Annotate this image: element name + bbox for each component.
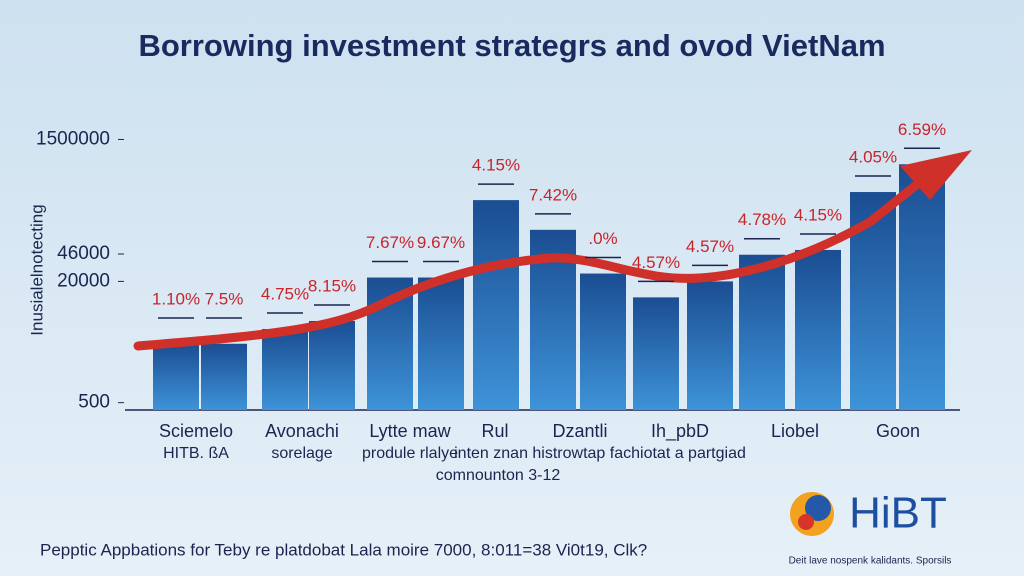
bar <box>473 200 519 410</box>
bar <box>262 329 308 410</box>
x-tick-label: Sciemelo <box>159 421 233 441</box>
x-sublabel: HITB. ßA <box>163 445 229 462</box>
bar <box>687 281 733 410</box>
annotation: 4.57% <box>686 237 734 256</box>
bar <box>795 249 841 410</box>
arrow-head <box>900 150 972 200</box>
annotation: 4.15% <box>472 156 520 175</box>
x-tick-label: Rul <box>481 421 508 441</box>
trend-arrow <box>133 177 925 351</box>
bar <box>899 164 945 410</box>
x-sublabel: inten znan histrowtap fachiotat a partgi… <box>454 445 746 462</box>
annotation: 9.67% <box>417 233 465 252</box>
y-tick-label: 46000 <box>57 243 110 264</box>
x-tick-label: Liobel <box>771 421 819 441</box>
x-tick-label: Goon <box>876 421 920 441</box>
x-tick-label: Ih_pbD <box>651 421 709 442</box>
y-tick-label: 20000 <box>57 270 110 291</box>
x-tick-label: Lytte maw <box>369 421 451 441</box>
x-sublabel: produle rlalye <box>362 445 458 462</box>
logo: HiBT <box>849 489 947 538</box>
bar <box>580 273 626 410</box>
annotation: 7.5% <box>205 289 244 308</box>
annotation: 4.57% <box>632 253 680 272</box>
bar <box>309 320 355 410</box>
annotation: .0% <box>588 229 617 248</box>
bar <box>418 277 464 410</box>
x-tick-label: Dzantli <box>552 421 607 441</box>
annotation: 4.05% <box>849 148 897 167</box>
x-sublabel: comnounton 3-12 <box>436 467 561 484</box>
x-sublabel: sorelage <box>271 445 332 462</box>
bar <box>153 343 199 410</box>
y-tick-label: 1500000 <box>36 128 110 149</box>
annotation: 4.78% <box>738 210 786 229</box>
bar <box>633 297 679 410</box>
chart-title: Borrowing investment strategrs and ovod … <box>138 28 885 63</box>
annotation: 7.42% <box>529 185 577 204</box>
annotation: 6.59% <box>898 120 946 139</box>
bar <box>201 343 247 410</box>
annotation: 8.15% <box>308 276 356 295</box>
footer: Pepptic Appbations for Teby re platdobat… <box>40 540 647 559</box>
annotation: 4.15% <box>794 205 842 224</box>
annotation: 7.67% <box>366 233 414 252</box>
plot <box>153 164 945 410</box>
y-axis-label: Inusialelnotecting <box>27 204 46 335</box>
annotation: 4.75% <box>261 284 309 303</box>
annotation: 1.10% <box>152 289 200 308</box>
bar <box>739 254 785 410</box>
logo-icon <box>790 492 834 536</box>
x-tick-label: Avonachi <box>265 421 339 441</box>
logo-caption: Deit lave nospenk kalidants. Sporsils <box>789 556 952 567</box>
y-tick-label: 500 <box>78 392 110 413</box>
